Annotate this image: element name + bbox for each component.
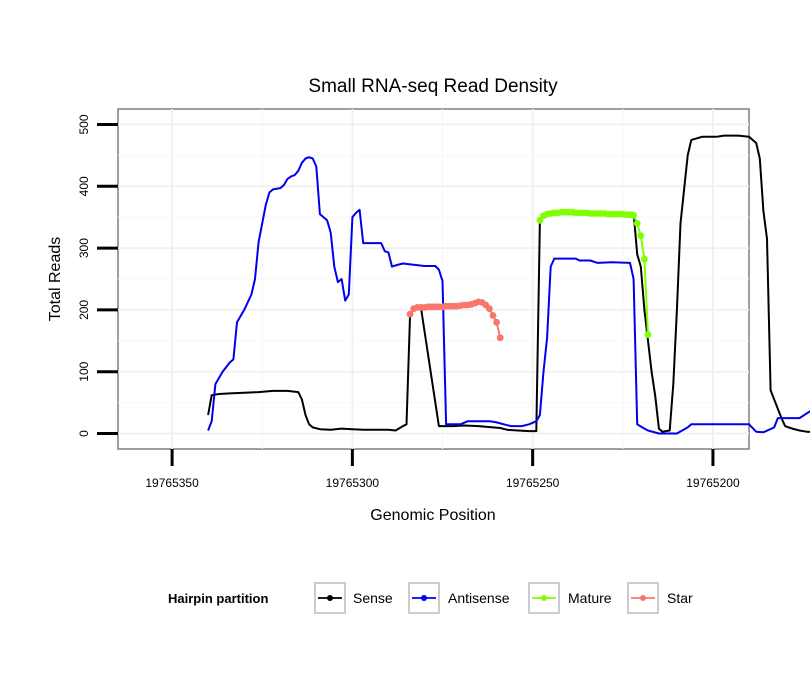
legend-entry-antisense: Antisense: [408, 582, 510, 614]
legend-marker-star: [640, 595, 646, 601]
legend-entry-mature: Mature: [528, 582, 612, 614]
chart-title: Small RNA-seq Read Density: [308, 76, 558, 97]
legend-label-mature: Mature: [568, 590, 612, 606]
data-point-mature: [641, 255, 648, 263]
legend-marker-mature: [541, 595, 547, 601]
x-tick-label: 19765300: [326, 476, 380, 490]
y-tick-label: 0: [77, 430, 91, 437]
legend-marker-sense: [327, 595, 333, 601]
x-axis: 19765350 19765300 19765250 19765200: [145, 449, 740, 490]
x-axis-label: Genomic Position: [370, 507, 495, 524]
legend-marker-antisense: [421, 595, 427, 601]
y-tick-label: 200: [77, 300, 91, 320]
data-point-mature: [630, 211, 637, 219]
y-tick-label: 500: [77, 114, 91, 134]
data-point-star: [406, 310, 414, 318]
x-tick-label: 19765250: [506, 476, 560, 490]
data-point-star: [489, 312, 497, 319]
legend-label-sense: Sense: [353, 590, 393, 606]
x-tick-label: 19765200: [686, 476, 740, 490]
data-point-star: [493, 318, 500, 326]
series-line-antisense: [207, 156, 810, 435]
data-point-star: [496, 334, 504, 342]
series-layer: [207, 134, 810, 435]
data-point-star: [486, 305, 493, 313]
y-tick-label: 400: [77, 176, 91, 196]
y-tick-label: 100: [77, 361, 91, 381]
legend-label-antisense: Antisense: [448, 590, 510, 606]
legend-entry-sense: Sense: [314, 582, 393, 614]
x-tick-label: 19765350: [145, 476, 199, 490]
legend-label-star: Star: [667, 590, 693, 606]
data-point-mature: [637, 232, 645, 240]
data-point-mature: [644, 331, 652, 338]
legend-title: Hairpin partition: [168, 591, 268, 606]
y-axis: 0 100 200 300 400 500: [77, 114, 118, 437]
y-axis-label: Total Reads: [47, 237, 64, 322]
y-tick-label: 300: [77, 238, 91, 258]
legend-entry-star: Star: [627, 582, 693, 614]
data-point-mature: [633, 220, 641, 227]
legend: Hairpin partition Sense Antisense Mature…: [168, 582, 693, 614]
